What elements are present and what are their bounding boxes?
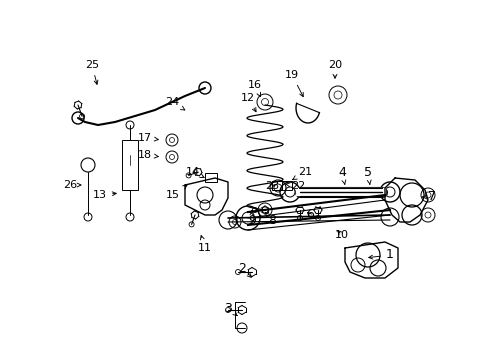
Text: 4: 4 (337, 166, 345, 184)
Text: 6: 6 (305, 208, 313, 221)
Text: 23: 23 (264, 181, 279, 191)
Text: 25: 25 (85, 60, 99, 84)
Bar (204, 173, 217, 182)
Text: 18: 18 (138, 150, 158, 160)
Bar (122, 140, 138, 190)
Text: 5: 5 (363, 166, 371, 184)
Text: 1: 1 (368, 248, 393, 261)
Text: 26: 26 (63, 180, 81, 190)
Text: 19: 19 (285, 70, 303, 96)
Text: 16: 16 (247, 80, 262, 96)
Text: 15: 15 (165, 185, 186, 200)
Text: 3: 3 (224, 302, 237, 316)
Text: 7: 7 (422, 190, 435, 203)
Text: 11: 11 (198, 235, 212, 253)
Text: 8: 8 (264, 212, 275, 226)
Text: 21: 21 (292, 167, 311, 180)
Text: 9: 9 (247, 211, 255, 226)
Text: 22: 22 (285, 181, 305, 191)
Bar (271, 181, 282, 190)
Text: 17: 17 (138, 133, 158, 143)
Text: 2: 2 (238, 261, 251, 277)
Text: 13: 13 (93, 190, 116, 200)
Text: 12: 12 (241, 93, 256, 112)
Text: 24: 24 (164, 97, 184, 110)
Bar (282, 181, 291, 190)
Text: 10: 10 (334, 230, 348, 240)
Text: 14: 14 (185, 167, 203, 177)
Text: 20: 20 (327, 60, 342, 78)
